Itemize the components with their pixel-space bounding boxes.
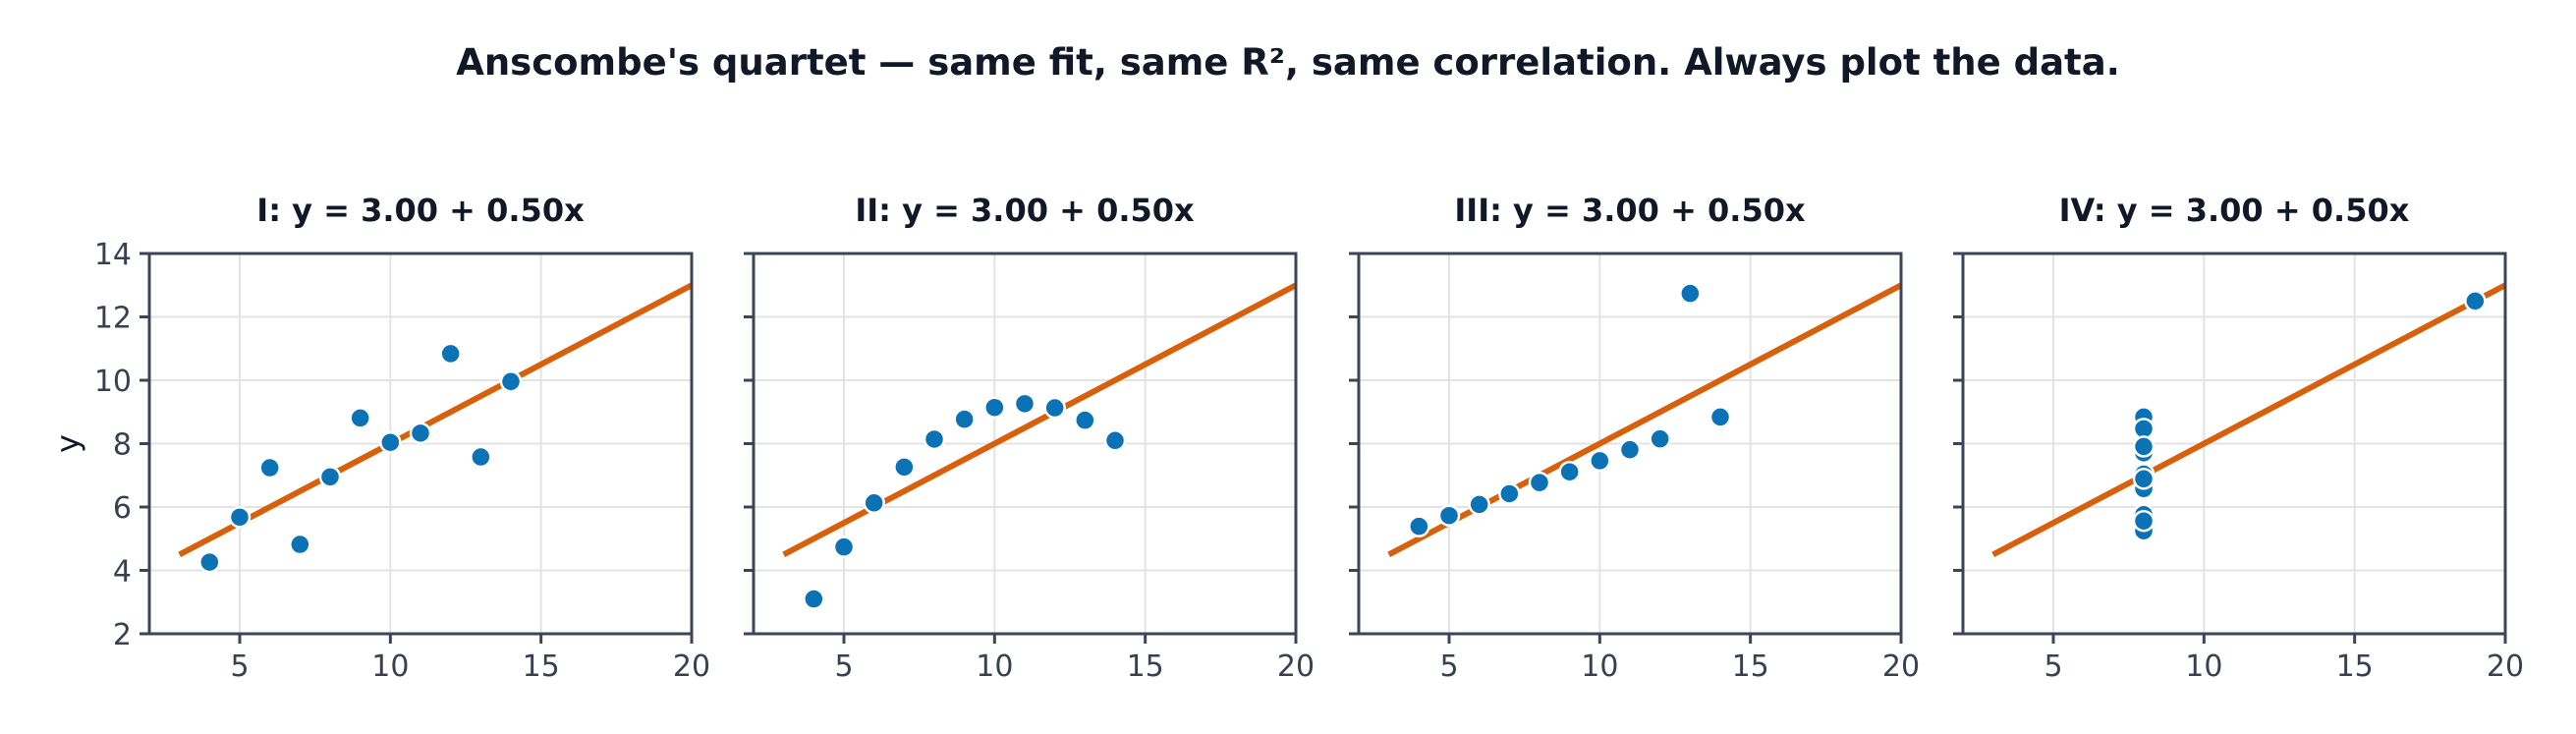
fit-line bbox=[1387, 282, 1903, 558]
data-point bbox=[893, 456, 916, 479]
data-point bbox=[439, 342, 462, 366]
data-point bbox=[2132, 509, 2156, 533]
y-tick-label: 2 bbox=[113, 618, 132, 652]
data-point bbox=[1649, 427, 1671, 450]
x-tick-label: 15 bbox=[523, 649, 560, 684]
x-tick-label: 10 bbox=[976, 649, 1013, 684]
data-point bbox=[983, 396, 1006, 419]
data-point bbox=[1437, 504, 1461, 527]
data-point bbox=[1528, 471, 1551, 494]
y-axis-label: y bbox=[49, 434, 86, 453]
data-point bbox=[1679, 282, 1702, 305]
panel-title: I: y = 3.00 + 0.50x bbox=[256, 192, 585, 229]
fit-line bbox=[1991, 282, 2507, 558]
x-tick-label: 15 bbox=[1127, 649, 1164, 684]
data-point bbox=[1013, 392, 1036, 416]
x-tick-label: 20 bbox=[673, 649, 710, 684]
data-point bbox=[1468, 493, 1490, 516]
y-tick-label: 12 bbox=[94, 302, 132, 336]
y-tick-label: 6 bbox=[113, 491, 132, 526]
data-point bbox=[228, 506, 252, 529]
data-point bbox=[1589, 449, 1611, 473]
panel-title: II: y = 3.00 + 0.50x bbox=[855, 192, 1195, 229]
fit-line bbox=[782, 282, 1298, 558]
x-tick-label: 5 bbox=[230, 649, 249, 684]
x-tick-label: 15 bbox=[1732, 649, 1769, 684]
panel-3: 5 10 15 20 III: y = 3.00 + 0.50x bbox=[1349, 192, 1920, 684]
x-tick-label: 20 bbox=[1882, 649, 1920, 684]
panel-2: 5 10 15 20 II: y = 3.00 + 0.50x bbox=[744, 192, 1315, 684]
data-point bbox=[349, 407, 371, 429]
y-tick-label: 4 bbox=[113, 555, 132, 590]
data-point bbox=[1498, 482, 1521, 505]
data-point bbox=[2464, 290, 2487, 312]
x-tick-label: 10 bbox=[1581, 649, 1618, 684]
data-point bbox=[499, 370, 523, 393]
data-point bbox=[409, 422, 432, 445]
data-point bbox=[1074, 409, 1096, 431]
data-point bbox=[289, 533, 311, 556]
x-tick-label: 10 bbox=[371, 649, 409, 684]
data-point bbox=[318, 466, 342, 488]
data-point bbox=[470, 445, 492, 469]
x-tick-label: 15 bbox=[2336, 649, 2374, 684]
data-point bbox=[2132, 468, 2156, 490]
x-tick-label: 10 bbox=[2185, 649, 2222, 684]
data-point bbox=[1558, 460, 1581, 483]
x-tick-label: 5 bbox=[1439, 649, 1458, 684]
data-point bbox=[923, 427, 946, 451]
data-point bbox=[1043, 396, 1066, 420]
x-tick-label: 20 bbox=[2487, 649, 2524, 684]
data-point bbox=[379, 430, 402, 454]
x-tick-label: 20 bbox=[1277, 649, 1315, 684]
figure-title: Anscombe's quartet — same fit, same R², … bbox=[456, 41, 2120, 84]
fit-line bbox=[178, 282, 694, 558]
data-point bbox=[803, 588, 825, 610]
panel-title: III: y = 3.00 + 0.50x bbox=[1454, 192, 1806, 229]
data-point bbox=[1708, 406, 1732, 428]
data-point bbox=[1103, 429, 1127, 452]
panel-1: 5 10 15 20 2 4 6 8 10 12 14 I: y = 3.00 + 0.50x y bbox=[49, 192, 710, 684]
x-tick-label: 5 bbox=[2044, 649, 2062, 684]
data-point bbox=[1618, 438, 1642, 461]
data-point bbox=[198, 550, 221, 574]
y-tick-label: 10 bbox=[94, 365, 132, 399]
y-tick-label: 14 bbox=[94, 238, 132, 272]
data-point bbox=[2132, 435, 2156, 458]
panel-4: 5 10 15 20 IV: y = 3.00 + 0.50x bbox=[1953, 192, 2524, 684]
y-tick-label: 8 bbox=[113, 428, 132, 463]
x-tick-label: 5 bbox=[834, 649, 853, 684]
data-point bbox=[832, 536, 856, 558]
data-point bbox=[258, 456, 281, 480]
data-point bbox=[1408, 515, 1430, 537]
data-point bbox=[863, 491, 885, 515]
panel-title: IV: y = 3.00 + 0.50x bbox=[2059, 192, 2410, 229]
data-point bbox=[953, 408, 976, 430]
